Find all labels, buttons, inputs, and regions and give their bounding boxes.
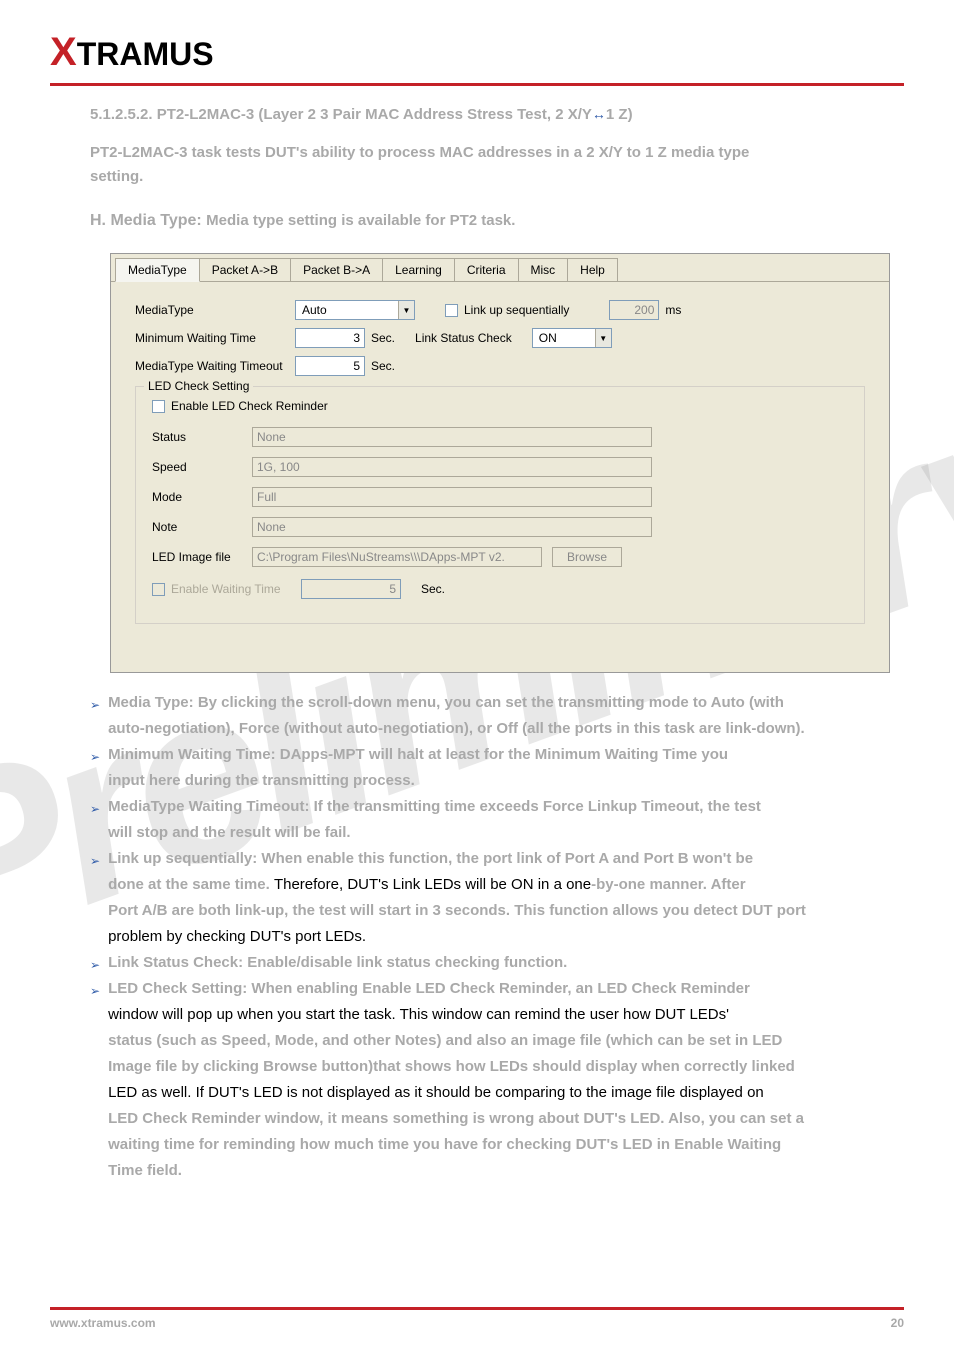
status-input: [252, 427, 652, 447]
dialog: MediaType Packet A->B Packet B->A Learni…: [110, 253, 890, 673]
img-label: LED Image file: [152, 550, 252, 564]
bullet-icon: ➢: [90, 955, 100, 975]
enable-wait-checkbox: [152, 583, 165, 596]
mediatype-select[interactable]: Auto▼: [295, 300, 415, 320]
chevron-down-icon: ▼: [595, 329, 611, 347]
footer-left: www.xtramus.com: [50, 1316, 156, 1330]
note-label: Note: [152, 520, 252, 534]
header-divider: [50, 83, 904, 86]
linkstatus-select[interactable]: ON▼: [532, 328, 612, 348]
timeout-label: MediaType Waiting Timeout: [135, 359, 295, 373]
mode-label: Mode: [152, 490, 252, 504]
mode-input: [252, 487, 652, 507]
footer: www.xtramus.com 20: [50, 1307, 904, 1330]
chevron-down-icon: ▼: [398, 301, 414, 319]
sec-label-1: Sec.: [371, 331, 395, 345]
linkstatus-label: Link Status Check: [415, 331, 512, 345]
linkup-label: Link up sequentially: [464, 303, 569, 317]
tab-content: MediaType Auto▼ Link up sequentially ms …: [111, 282, 889, 642]
minwait-input[interactable]: [295, 328, 365, 348]
task-desc: PT2-L2MAC-3 task tests DUT's ability to …: [90, 141, 904, 189]
speed-input: [252, 457, 652, 477]
tab-packet-ab[interactable]: Packet A->B: [199, 258, 291, 281]
logo-brand: TRAMUS: [77, 36, 214, 72]
minwait-label: Minimum Waiting Time: [135, 331, 295, 345]
img-input: [252, 547, 542, 567]
mediatype-label: MediaType: [135, 303, 295, 317]
note-input: [252, 517, 652, 537]
timeout-input[interactable]: [295, 356, 365, 376]
ms-label: ms: [665, 303, 681, 317]
bullet-icon: ➢: [90, 695, 100, 715]
bullet-icon: ➢: [90, 799, 100, 819]
browse-button: Browse: [552, 547, 622, 567]
enable-led-label: Enable LED Check Reminder: [171, 399, 328, 413]
subhead: H. Media Type: Media type setting is ava…: [90, 209, 904, 233]
logo: XTRAMUS: [50, 30, 904, 75]
tab-criteria[interactable]: Criteria: [454, 258, 519, 281]
footer-right: 20: [891, 1316, 904, 1330]
tab-learning[interactable]: Learning: [382, 258, 455, 281]
bullet-icon: ➢: [90, 981, 100, 1001]
speed-label: Speed: [152, 460, 252, 474]
section-title: 5.1.2.5.2. PT2-L2MAC-3 (Layer 2 3 Pair M…: [90, 106, 904, 123]
tab-packet-ba[interactable]: Packet B->A: [290, 258, 383, 281]
led-fieldset: LED Check Setting Enable LED Check Remin…: [135, 386, 865, 624]
tab-help[interactable]: Help: [567, 258, 618, 281]
bullet-list: ➢ Media Type: By clicking the scroll-dow…: [90, 693, 904, 1183]
tab-bar: MediaType Packet A->B Packet B->A Learni…: [111, 254, 889, 282]
logo-x: X: [50, 30, 77, 74]
status-label: Status: [152, 430, 252, 444]
tab-misc[interactable]: Misc: [518, 258, 569, 281]
linkup-ms-input: [609, 300, 659, 320]
sec-label-2: Sec.: [371, 359, 395, 373]
footer-divider: [50, 1307, 904, 1310]
enable-led-checkbox[interactable]: [152, 400, 165, 413]
bullet-icon: ➢: [90, 851, 100, 871]
tab-mediatype[interactable]: MediaType: [115, 258, 200, 282]
led-legend: LED Check Setting: [144, 379, 253, 393]
enable-wait-input: [301, 579, 401, 599]
sec-label-3: Sec.: [421, 582, 445, 596]
enable-wait-label: Enable Waiting Time: [171, 582, 301, 596]
linkup-checkbox[interactable]: [445, 304, 458, 317]
bullet-icon: ➢: [90, 747, 100, 767]
